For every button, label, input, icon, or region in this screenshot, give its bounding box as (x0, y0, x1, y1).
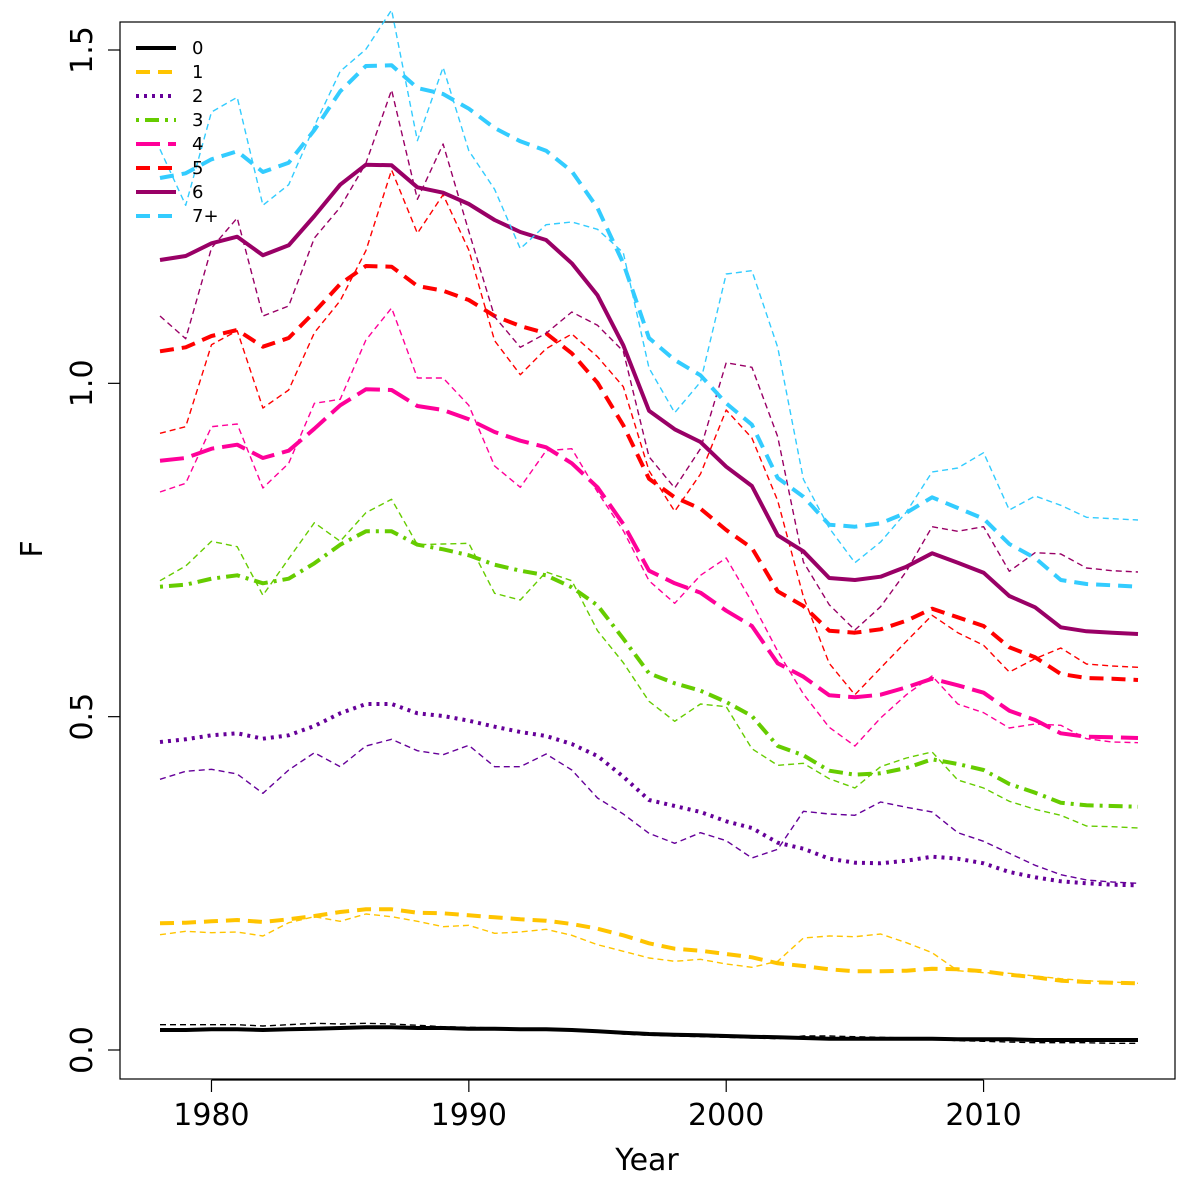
legend-label: 5 (192, 158, 203, 179)
series-line-3 (159, 529, 1139, 809)
legend-label: 4 (192, 134, 203, 155)
series-observed-line-6 (159, 89, 1139, 631)
series-observed-line-1 (159, 913, 1139, 984)
y-tick-label: 0.0 (65, 1026, 100, 1074)
x-axis: 1980 1990 2000 2010 (173, 1079, 1022, 1133)
series-line-7plus (159, 63, 1139, 589)
y-tick-label: 1.5 (65, 26, 100, 74)
series-observed-line-4 (159, 307, 1139, 747)
series-observed-line-3 (159, 498, 1139, 829)
y-tick-label: 1.0 (65, 359, 100, 407)
series-observed-line-7plus (159, 9, 1139, 564)
legend-label: 2 (192, 86, 203, 107)
series-line-6 (159, 162, 1139, 636)
x-tick-label: 2010 (945, 1098, 1021, 1133)
series-layer (159, 9, 1139, 1045)
y-tick-label: 0.5 (65, 693, 100, 741)
legend-label: 0 (192, 38, 203, 59)
legend-label: 3 (192, 110, 203, 131)
series-line-4 (159, 387, 1139, 740)
legend-label: 6 (192, 182, 203, 203)
x-tick-label: 2000 (688, 1098, 764, 1133)
y-axis: 0.0 0.5 1.0 1.5 (65, 26, 121, 1074)
y-axis-title: F (15, 540, 50, 557)
series-line-1 (159, 907, 1139, 986)
series-observed-line-2 (159, 738, 1139, 884)
series-line-0 (160, 1025, 1138, 1042)
series-observed-line-5 (159, 169, 1139, 696)
legend-label: 1 (192, 62, 203, 83)
x-tick-label: 1990 (431, 1098, 507, 1133)
x-axis-title: Year (614, 1143, 679, 1178)
series-line-2 (159, 702, 1139, 888)
x-tick-label: 1980 (173, 1098, 249, 1133)
series-line-5 (159, 264, 1139, 682)
legend-label: 7+ (192, 206, 219, 227)
legend: 0 1 2 3 4 5 6 7+ (136, 38, 219, 227)
